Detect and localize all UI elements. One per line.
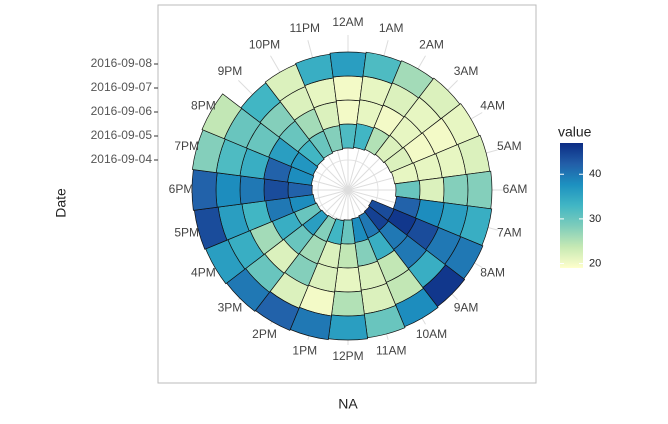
tile bbox=[329, 51, 367, 78]
y-tick-label: 2016-09-07 bbox=[91, 80, 153, 94]
tile bbox=[444, 236, 484, 280]
tile bbox=[441, 103, 480, 146]
hour-label: 11AM bbox=[376, 343, 406, 357]
tile bbox=[240, 82, 281, 123]
panel bbox=[157, 4, 537, 384]
tile bbox=[335, 99, 361, 125]
tile bbox=[459, 205, 493, 246]
tile bbox=[289, 306, 332, 341]
hour-label: 7PM bbox=[174, 139, 199, 153]
hour-label: 7AM bbox=[497, 225, 522, 239]
hour-label: 12PM bbox=[332, 349, 363, 363]
tile bbox=[264, 63, 306, 102]
tile bbox=[391, 60, 434, 99]
tile bbox=[331, 290, 365, 317]
colorbar bbox=[560, 143, 583, 268]
hour-label: 3PM bbox=[218, 300, 243, 314]
x-axis-label: NA bbox=[338, 396, 358, 412]
hour-label: 1AM bbox=[379, 21, 404, 35]
colorbar-label: 20 bbox=[589, 257, 601, 269]
hour-label: 3AM bbox=[454, 64, 479, 78]
hour-label: 9PM bbox=[218, 64, 243, 78]
y-tick-label: 2016-09-06 bbox=[91, 104, 153, 118]
tile bbox=[334, 266, 362, 293]
tile bbox=[201, 93, 243, 140]
hour-label: 2PM bbox=[252, 327, 277, 341]
tile bbox=[362, 51, 402, 85]
hour-label: 4PM bbox=[191, 266, 216, 280]
tile bbox=[191, 169, 218, 211]
tile bbox=[205, 239, 246, 285]
y-axis-label: Date bbox=[53, 188, 69, 218]
hour-label: 4AM bbox=[480, 99, 505, 113]
legend-title: value bbox=[558, 124, 592, 140]
hour-label: 12AM bbox=[332, 15, 363, 29]
hour-label: 2AM bbox=[419, 38, 444, 52]
hour-label: 5AM bbox=[497, 139, 522, 153]
colorbar-label: 30 bbox=[589, 213, 601, 225]
y-tick-label: 2016-09-04 bbox=[91, 152, 153, 166]
hour-label: 5PM bbox=[174, 225, 199, 239]
tile bbox=[332, 75, 364, 102]
y-tick-label: 2016-09-08 bbox=[91, 56, 153, 70]
hour-label: 1PM bbox=[292, 343, 317, 357]
hour-label: 8PM bbox=[191, 99, 216, 113]
hour-label: 6PM bbox=[169, 182, 194, 196]
tile bbox=[193, 206, 228, 250]
tile bbox=[263, 178, 289, 202]
tile bbox=[191, 129, 226, 174]
tile bbox=[337, 243, 359, 269]
tile bbox=[328, 314, 368, 341]
tile bbox=[215, 172, 242, 208]
tile bbox=[418, 177, 445, 203]
tile bbox=[394, 287, 439, 328]
hour-label: 10PM bbox=[249, 38, 280, 52]
tile bbox=[418, 77, 461, 120]
tile bbox=[295, 53, 334, 87]
tile bbox=[466, 170, 493, 210]
tile bbox=[239, 175, 266, 205]
tile bbox=[422, 264, 466, 308]
tile bbox=[226, 268, 270, 312]
tile bbox=[363, 305, 406, 339]
tile bbox=[457, 134, 491, 175]
hour-label: 8AM bbox=[480, 266, 505, 280]
tile bbox=[254, 291, 300, 331]
colorbar-label: 40 bbox=[589, 168, 601, 180]
hour-label: 9AM bbox=[454, 300, 479, 314]
hour-label: 11PM bbox=[290, 21, 320, 35]
hour-label: 10AM bbox=[416, 327, 447, 341]
tile bbox=[442, 173, 469, 207]
y-tick-label: 2016-09-05 bbox=[91, 128, 153, 142]
hour-label: 6AM bbox=[503, 182, 528, 196]
